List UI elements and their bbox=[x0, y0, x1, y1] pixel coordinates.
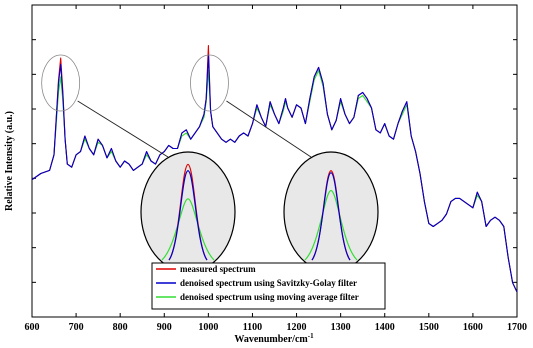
x-tick-label: 900 bbox=[157, 322, 172, 333]
zoom-inset bbox=[283, 151, 379, 273]
legend-entry: denoised spectrum using moving average f… bbox=[180, 292, 359, 302]
zoom-inset-curve bbox=[304, 189, 358, 261]
x-tick-label: 1500 bbox=[419, 322, 439, 333]
x-tick-label: 1200 bbox=[287, 322, 307, 333]
zoom-connector bbox=[226, 100, 312, 158]
series-line-1 bbox=[32, 54, 517, 293]
zoom-inset-frame bbox=[140, 151, 236, 273]
legend-entry: denoised spectrum using Savitzky-Golay f… bbox=[180, 278, 357, 288]
zoom-connector bbox=[77, 100, 169, 158]
zoom-inset-curve bbox=[161, 198, 215, 261]
x-axis-ticks: 600 700 800 900 1000 1100 1200 1300 1400 1500 1600… bbox=[25, 5, 527, 333]
legend-box bbox=[151, 262, 386, 310]
series-lines bbox=[32, 45, 517, 293]
x-tick-label: 1000 bbox=[198, 322, 218, 333]
x-tick-label: 800 bbox=[113, 322, 128, 333]
x-tick-label: 1400 bbox=[375, 322, 395, 333]
x-tick-label: 1600 bbox=[463, 322, 483, 333]
zoom-insets bbox=[140, 151, 379, 273]
x-tick-label: 600 bbox=[25, 322, 40, 333]
legend: measured spectrum denoised spectrum using… bbox=[151, 262, 386, 310]
zoom-marker bbox=[190, 54, 229, 112]
x-tick-label: 1700 bbox=[507, 322, 527, 333]
x-tick-label: 1100 bbox=[243, 322, 262, 333]
x-tick-label: 700 bbox=[69, 322, 84, 333]
x-axis-label: Wavenumber/cm-1 bbox=[234, 332, 314, 345]
zoom-inset-frame bbox=[283, 151, 379, 273]
y-axis-label: Relative Intensity (a.u.) bbox=[4, 111, 15, 211]
x-axis-label-exponent: -1 bbox=[308, 332, 314, 340]
legend-entry: measured spectrum bbox=[180, 264, 256, 274]
zoom-markers bbox=[41, 54, 312, 158]
zoom-inset-curve bbox=[311, 172, 351, 261]
x-tick-label: 1300 bbox=[331, 322, 351, 333]
zoom-marker bbox=[41, 54, 81, 112]
zoom-inset-curve bbox=[168, 170, 208, 261]
zoom-inset bbox=[140, 151, 236, 273]
